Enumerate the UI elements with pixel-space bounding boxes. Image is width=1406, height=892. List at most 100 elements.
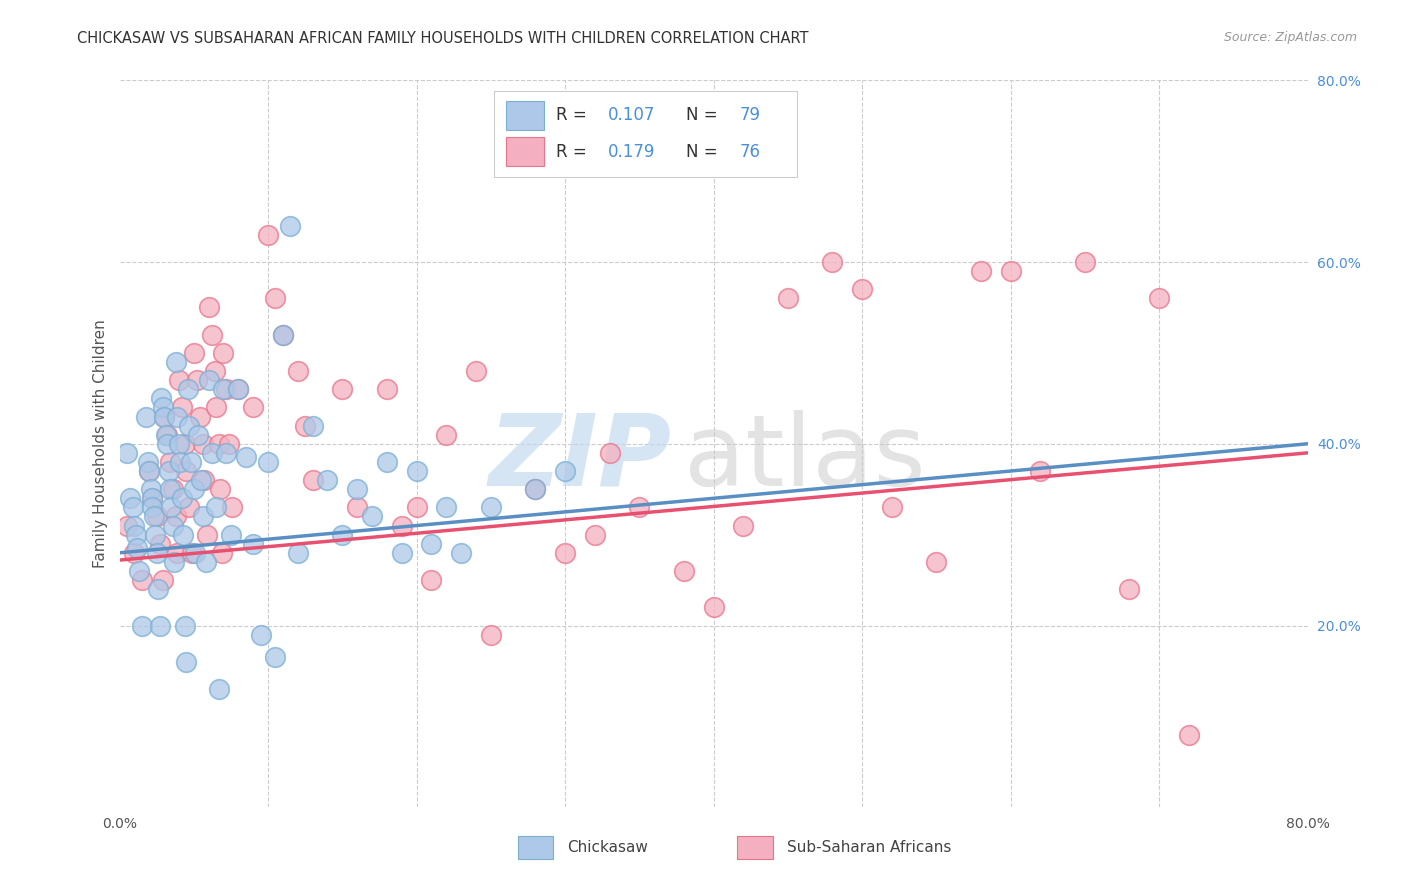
Point: [167, 436, 190, 450]
Point: [138, 464, 160, 478]
Point: [1118, 582, 1140, 597]
Point: [177, 382, 200, 396]
Point: [479, 627, 502, 641]
Point: [149, 537, 172, 551]
Point: [215, 382, 238, 396]
Point: [156, 436, 179, 450]
Point: [162, 518, 184, 533]
Point: [925, 555, 948, 569]
Point: [181, 546, 204, 560]
Point: [420, 537, 443, 551]
Point: [211, 546, 233, 560]
Point: [159, 482, 181, 496]
Point: [179, 500, 201, 515]
Point: [208, 682, 231, 697]
Point: [176, 655, 198, 669]
Point: [218, 436, 240, 450]
Text: R =: R =: [555, 106, 592, 124]
Point: [173, 618, 195, 632]
Point: [235, 450, 257, 465]
Point: [628, 500, 651, 515]
Y-axis label: Family Households with Children: Family Households with Children: [93, 319, 108, 568]
Point: [156, 427, 179, 442]
Point: [183, 346, 205, 360]
Point: [163, 555, 186, 569]
Point: [464, 364, 488, 378]
Text: 0.179: 0.179: [607, 143, 655, 161]
Point: [153, 409, 176, 424]
Text: Source: ZipAtlas.com: Source: ZipAtlas.com: [1223, 31, 1357, 45]
Point: [703, 600, 725, 615]
Point: [145, 546, 167, 560]
Point: [205, 500, 228, 515]
Point: [583, 527, 606, 541]
Point: [146, 582, 169, 597]
Point: [138, 464, 160, 478]
Point: [179, 418, 201, 433]
Point: [188, 409, 211, 424]
Point: [190, 473, 212, 487]
Point: [155, 427, 177, 442]
Point: [346, 500, 368, 515]
Point: [135, 409, 157, 424]
Text: ZIP: ZIP: [489, 409, 672, 507]
Point: [167, 373, 190, 387]
Point: [257, 455, 280, 469]
Point: [264, 291, 287, 305]
Point: [776, 291, 799, 305]
Point: [141, 491, 163, 506]
Point: [131, 573, 153, 587]
Point: [173, 436, 195, 450]
Point: [170, 401, 193, 415]
Point: [249, 627, 271, 641]
Point: [391, 546, 413, 560]
Point: [219, 527, 242, 541]
Point: [271, 327, 294, 342]
Point: [157, 464, 180, 478]
Point: [880, 500, 903, 515]
Point: [242, 401, 264, 415]
Point: [287, 364, 309, 378]
Point: [115, 518, 138, 533]
Point: [165, 509, 187, 524]
FancyBboxPatch shape: [506, 101, 544, 129]
Point: [287, 546, 309, 560]
Point: [141, 491, 163, 506]
Point: [165, 355, 187, 369]
Text: 0.107: 0.107: [607, 106, 655, 124]
Point: [180, 455, 202, 469]
Point: [183, 482, 205, 496]
Point: [375, 382, 398, 396]
Point: [330, 527, 353, 541]
Point: [124, 518, 146, 533]
Text: Chickasaw: Chickasaw: [568, 839, 648, 855]
Point: [197, 373, 219, 387]
Point: [733, 518, 755, 533]
Point: [361, 509, 384, 524]
FancyBboxPatch shape: [494, 91, 797, 177]
Point: [162, 482, 184, 496]
Point: [215, 446, 238, 460]
Point: [264, 650, 287, 665]
Point: [228, 382, 250, 396]
Point: [170, 491, 193, 506]
Point: [166, 409, 188, 424]
Point: [278, 219, 301, 233]
Point: [200, 446, 222, 460]
Text: CHICKASAW VS SUBSAHARAN AFRICAN FAMILY HOUSEHOLDS WITH CHILDREN CORRELATION CHAR: CHICKASAW VS SUBSAHARAN AFRICAN FAMILY H…: [77, 31, 808, 46]
Point: [405, 464, 427, 478]
Point: [152, 573, 174, 587]
Point: [554, 464, 576, 478]
Point: [316, 473, 339, 487]
Point: [191, 436, 214, 450]
Point: [131, 618, 153, 632]
Point: [450, 546, 472, 560]
Point: [821, 255, 844, 269]
Point: [271, 327, 294, 342]
Point: [115, 446, 138, 460]
Point: [142, 509, 165, 524]
Point: [124, 546, 146, 560]
Point: [149, 618, 172, 632]
Point: [1029, 464, 1052, 478]
Point: [191, 509, 214, 524]
